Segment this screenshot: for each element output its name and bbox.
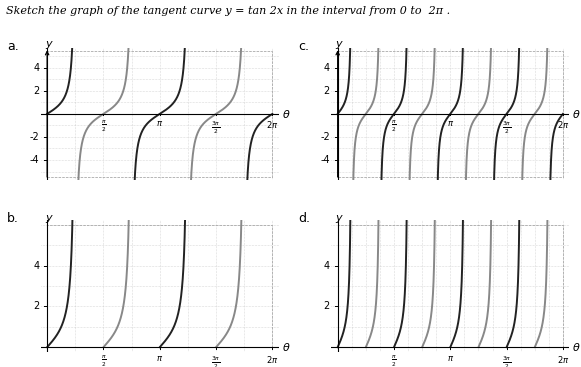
Text: $\frac{3\pi}{2}$: $\frac{3\pi}{2}$: [211, 119, 221, 135]
Text: 4: 4: [324, 63, 330, 73]
Text: 4: 4: [33, 261, 40, 271]
Text: y: y: [45, 39, 52, 49]
Text: 4: 4: [33, 63, 40, 73]
Text: d.: d.: [298, 212, 310, 225]
Text: -2: -2: [30, 132, 40, 142]
Text: $2\pi$: $2\pi$: [557, 119, 569, 130]
Text: 2: 2: [324, 86, 330, 96]
Text: $\pi$: $\pi$: [156, 119, 163, 128]
Text: 4: 4: [324, 261, 330, 271]
Text: $2\pi$: $2\pi$: [557, 355, 569, 366]
Text: $\theta$: $\theta$: [282, 108, 290, 120]
Text: $\frac{\pi}{2}$: $\frac{\pi}{2}$: [101, 355, 106, 367]
Text: -4: -4: [30, 155, 40, 165]
Text: y: y: [45, 212, 52, 222]
Text: -4: -4: [320, 155, 330, 165]
Text: $\frac{3\pi}{2}$: $\frac{3\pi}{2}$: [211, 355, 221, 367]
Text: c.: c.: [298, 40, 309, 53]
Text: $\frac{\pi}{2}$: $\frac{\pi}{2}$: [391, 355, 397, 367]
Text: $\pi$: $\pi$: [447, 119, 454, 128]
Text: Sketch the graph of the tangent curve y = tan 2x in the interval from 0 to  2π .: Sketch the graph of the tangent curve y …: [6, 6, 450, 15]
Text: $\frac{\pi}{2}$: $\frac{\pi}{2}$: [391, 119, 397, 134]
Text: $\frac{3\pi}{2}$: $\frac{3\pi}{2}$: [502, 119, 511, 135]
Text: -2: -2: [320, 132, 330, 142]
Text: $\theta$: $\theta$: [282, 341, 290, 353]
Text: $\theta$: $\theta$: [572, 108, 581, 120]
Text: y: y: [335, 212, 342, 222]
Text: 2: 2: [324, 301, 330, 312]
Text: $\theta$: $\theta$: [572, 341, 581, 353]
Text: 2: 2: [33, 301, 40, 312]
Text: $2\pi$: $2\pi$: [266, 119, 279, 130]
Text: $\frac{3\pi}{2}$: $\frac{3\pi}{2}$: [502, 355, 511, 367]
Text: 2: 2: [33, 86, 40, 96]
Text: y: y: [335, 39, 342, 49]
Text: $\frac{\pi}{2}$: $\frac{\pi}{2}$: [101, 119, 106, 134]
Text: a.: a.: [8, 40, 19, 53]
Text: $2\pi$: $2\pi$: [266, 355, 279, 366]
Text: $\pi$: $\pi$: [156, 355, 163, 363]
Text: $\pi$: $\pi$: [447, 355, 454, 363]
Text: b.: b.: [8, 212, 19, 225]
